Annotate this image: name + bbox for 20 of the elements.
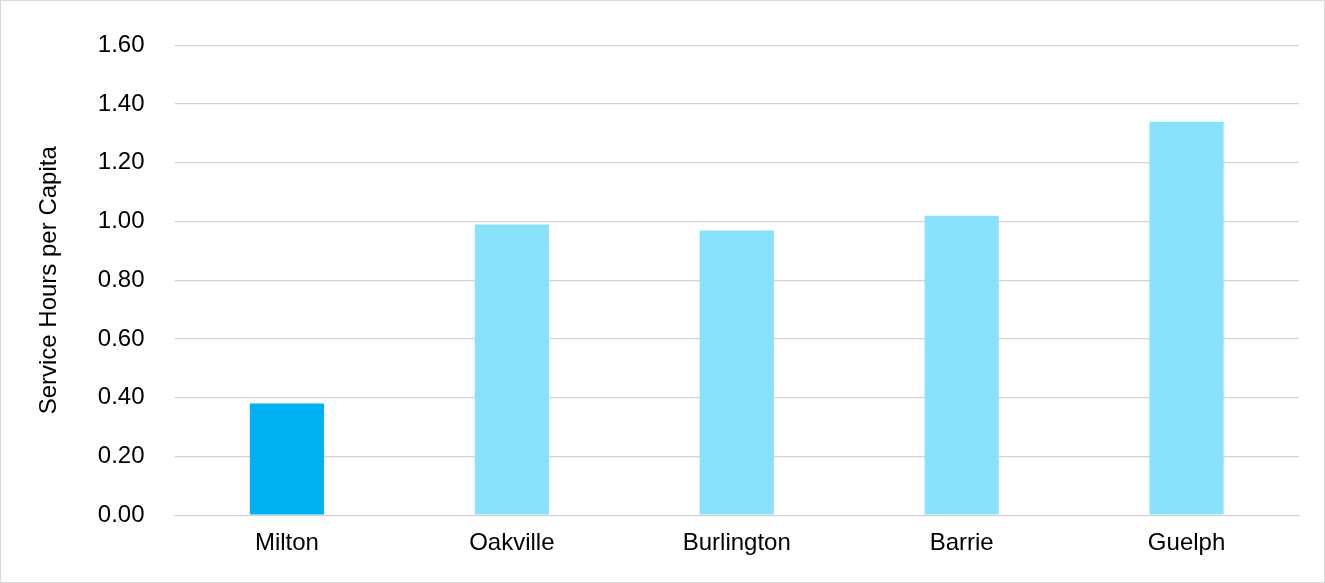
y-tick-label: 0.40 xyxy=(97,382,145,410)
y-axis-title: Service Hours per Capita xyxy=(34,145,62,415)
bar xyxy=(924,215,999,515)
bar xyxy=(699,230,774,515)
bar xyxy=(474,224,549,515)
y-tick-label: 0.20 xyxy=(97,441,145,469)
bar xyxy=(1149,121,1224,515)
y-tick-label: 0.80 xyxy=(97,264,145,292)
bar xyxy=(249,403,325,515)
x-tick-label: Milton xyxy=(254,528,319,556)
x-tick-label: Burlington xyxy=(682,528,791,556)
y-tick-label: 1.20 xyxy=(97,147,145,175)
y-tick-label: 1.60 xyxy=(97,30,145,58)
y-tick-label: 1.00 xyxy=(97,206,145,234)
x-tick-label: Barrie xyxy=(929,528,994,556)
x-tick-label: Guelph xyxy=(1147,528,1226,556)
y-tick-label: 0.60 xyxy=(97,323,145,351)
y-tick-label: 0.00 xyxy=(97,499,145,527)
x-tick-label: Oakville xyxy=(469,528,555,556)
y-tick-label: 1.40 xyxy=(97,88,145,116)
